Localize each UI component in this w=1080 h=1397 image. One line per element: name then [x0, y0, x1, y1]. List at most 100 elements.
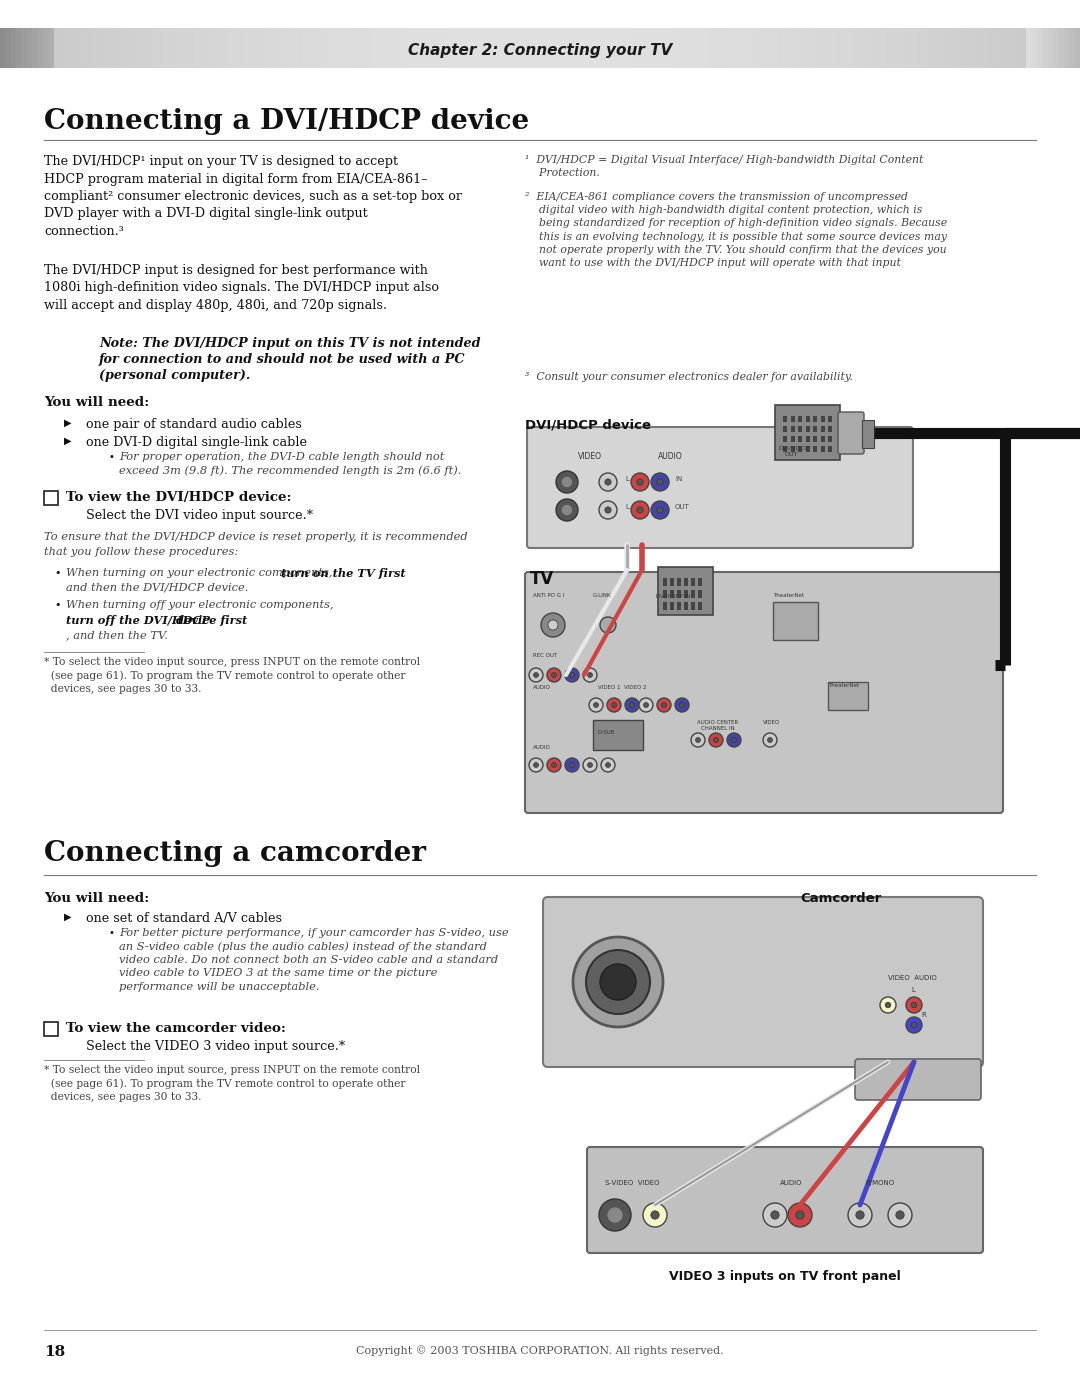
Bar [491, 28, 497, 68]
Bar [691, 590, 696, 598]
Bar [513, 28, 518, 68]
Bar [157, 28, 162, 68]
Bar [859, 28, 864, 68]
Bar [751, 28, 756, 68]
Text: TheaterNet: TheaterNet [773, 592, 804, 598]
Bar [416, 28, 421, 68]
Bar [1048, 28, 1053, 68]
Bar [38, 28, 43, 68]
Circle shape [906, 997, 922, 1013]
Text: , and then the TV.: , and then the TV. [66, 630, 167, 640]
Text: To view the camcorder video:: To view the camcorder video: [66, 1023, 286, 1035]
Text: DVI/HDCP device: DVI/HDCP device [525, 418, 651, 432]
Bar [783, 426, 787, 432]
Bar [677, 602, 681, 610]
Circle shape [788, 1203, 812, 1227]
Bar [684, 590, 688, 598]
Bar [11, 28, 16, 68]
Bar [791, 416, 795, 422]
Text: for connection to and should not be used with a PC: for connection to and should not be used… [99, 353, 465, 366]
Text: R: R [921, 1011, 926, 1018]
Bar [663, 602, 667, 610]
Text: AUDIO: AUDIO [780, 1180, 802, 1186]
Circle shape [895, 1211, 904, 1220]
Text: •: • [109, 453, 114, 462]
Circle shape [556, 471, 578, 493]
Bar [594, 28, 599, 68]
Bar [1015, 28, 1021, 68]
Circle shape [912, 1023, 917, 1028]
Bar [929, 28, 934, 68]
Bar [119, 28, 124, 68]
Bar [783, 436, 787, 441]
Circle shape [600, 964, 636, 1000]
Bar [410, 28, 416, 68]
Bar [806, 436, 810, 441]
Bar [698, 578, 702, 585]
Bar [227, 28, 232, 68]
Bar [913, 28, 918, 68]
Bar [891, 28, 896, 68]
Bar [0, 28, 5, 68]
Bar [1053, 28, 1058, 68]
Bar [918, 28, 923, 68]
Bar [578, 28, 583, 68]
Circle shape [768, 738, 772, 742]
Bar [806, 416, 810, 422]
Circle shape [599, 474, 617, 490]
Bar [86, 28, 92, 68]
Bar [308, 28, 313, 68]
Bar [270, 28, 275, 68]
Bar [243, 28, 248, 68]
Bar [626, 28, 632, 68]
Bar [151, 28, 157, 68]
Bar [806, 426, 810, 432]
Circle shape [848, 1203, 872, 1227]
Circle shape [599, 1199, 631, 1231]
Bar [670, 590, 674, 598]
Bar [59, 28, 65, 68]
Bar [886, 28, 891, 68]
Bar [124, 28, 130, 68]
Bar [599, 28, 605, 68]
Text: To ensure that the DVI/HDCP device is reset properly, it is recommended: To ensure that the DVI/HDCP device is re… [44, 532, 468, 542]
Bar [616, 28, 621, 68]
Bar [529, 28, 535, 68]
Bar [211, 28, 216, 68]
Bar [875, 28, 880, 68]
Text: DVI/HDCP: DVI/HDCP [778, 446, 809, 450]
Circle shape [605, 479, 611, 485]
Bar [44, 1023, 58, 1037]
Circle shape [762, 733, 777, 747]
Bar [967, 28, 972, 68]
Bar [653, 28, 659, 68]
Bar [189, 28, 194, 68]
Circle shape [565, 759, 579, 773]
Text: D-SUB: D-SUB [598, 731, 616, 735]
Circle shape [589, 698, 603, 712]
Bar [135, 28, 140, 68]
Text: L: L [625, 476, 629, 482]
Bar [265, 28, 270, 68]
Bar [707, 28, 713, 68]
Bar [70, 28, 76, 68]
Circle shape [565, 668, 579, 682]
Bar [842, 28, 848, 68]
Circle shape [562, 504, 572, 515]
Text: AUDIO: AUDIO [534, 685, 551, 690]
Bar [44, 490, 58, 504]
Text: When turning on your electronic components,: When turning on your electronic componen… [66, 569, 336, 578]
Text: turn off the DVI/HDCP: turn off the DVI/HDCP [66, 615, 210, 626]
Bar [65, 28, 70, 68]
Circle shape [594, 703, 598, 707]
Text: For better picture performance, if your camcorder has S-video, use
an S-video ca: For better picture performance, if your … [119, 928, 509, 992]
Bar [346, 28, 351, 68]
Bar [108, 28, 113, 68]
Text: turn on the TV first: turn on the TV first [281, 569, 406, 578]
Bar [329, 28, 335, 68]
Bar [5, 28, 11, 68]
Bar [677, 578, 681, 585]
Bar [535, 28, 540, 68]
Bar [27, 28, 32, 68]
Bar [658, 567, 713, 615]
